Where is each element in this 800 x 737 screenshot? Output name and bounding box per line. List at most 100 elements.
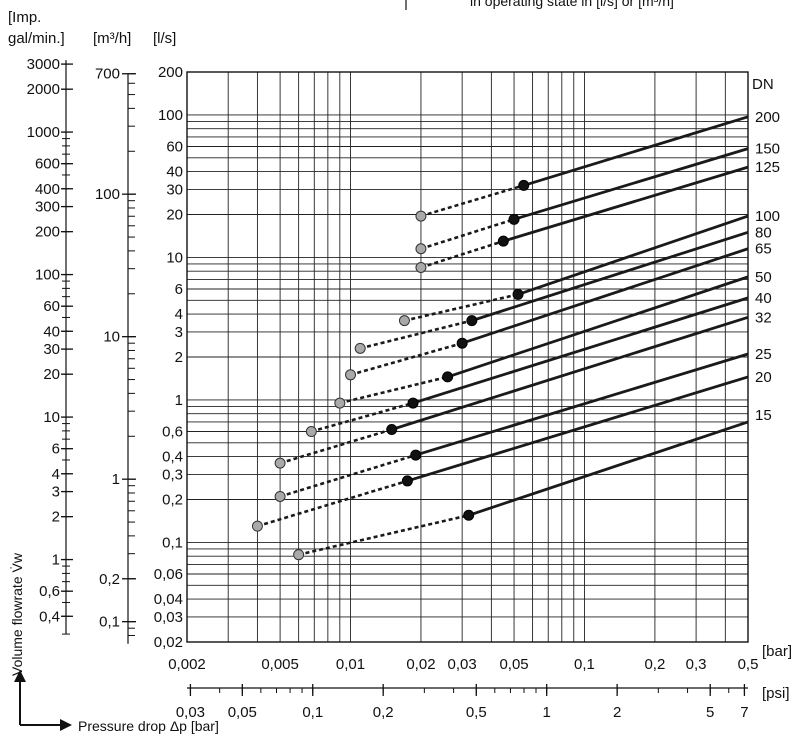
psi-tick-label: 2	[613, 704, 621, 721]
dn-label-32: 32	[755, 309, 772, 326]
dn-label-25: 25	[755, 346, 772, 363]
dn-label-20: 20	[755, 369, 772, 386]
psi-tick-label: 7	[740, 704, 748, 721]
knee-point-50	[442, 371, 454, 383]
series-line-15	[468, 420, 749, 517]
ls-tick-label: 0,03	[154, 609, 183, 626]
m3h-tick-label: 100	[95, 186, 120, 203]
psi-tick-label: 0,1	[302, 704, 323, 721]
start-point-40	[305, 426, 317, 438]
series-line-25	[415, 352, 749, 457]
right-arrow-head-icon	[60, 719, 72, 731]
series-line-50	[447, 275, 749, 379]
ls-tick-label: 0,3	[162, 466, 183, 483]
ls-tick-label: 40	[166, 164, 183, 181]
dn-header: DN	[752, 76, 774, 93]
ls-header: [l/s]	[153, 30, 176, 47]
knee-point-32	[386, 423, 398, 435]
imp-tick-label: 400	[35, 181, 60, 198]
psi-tick-label: 0,2	[373, 704, 394, 721]
imp-tick-label: 0,6	[39, 583, 60, 600]
m3h-tick-label: 700	[95, 66, 120, 83]
series-line-32	[391, 315, 749, 431]
bar-unit: [bar]	[762, 643, 792, 660]
start-point-15	[293, 549, 305, 561]
ls-tick-label: 0,04	[154, 591, 183, 608]
ls-tick-label: 1	[175, 392, 183, 409]
ls-tick-label: 30	[166, 181, 183, 198]
psi-tick-label: 0,03	[176, 704, 205, 721]
imp-tick-label: 1000	[27, 124, 60, 141]
x-axis-title: Pressure drop Δp [bar]	[78, 718, 219, 734]
start-point-200	[415, 210, 427, 222]
dn-label-100: 100	[755, 208, 780, 225]
bar-tick-label: 0,3	[686, 656, 707, 673]
knee-point-20	[401, 475, 413, 487]
psi-tick-label: 0,05	[228, 704, 257, 721]
imp-tick-label: 3	[52, 484, 60, 501]
series-dashed-65	[350, 341, 463, 377]
series-dashed-125	[420, 239, 504, 269]
bar-tick-label: 0,2	[644, 656, 665, 673]
knee-point-80	[466, 315, 478, 327]
knee-point-25	[410, 449, 422, 461]
dn-label-15: 15	[755, 407, 772, 424]
ls-tick-label: 0,6	[162, 424, 183, 441]
knee-point-200	[518, 179, 530, 191]
knee-point-100	[512, 288, 524, 300]
knee-point-65	[456, 337, 468, 349]
start-point-32	[274, 457, 286, 469]
psi-tick-label: 1	[543, 704, 551, 721]
imp-tick-label: 0,4	[39, 608, 60, 625]
series-line-65	[461, 247, 749, 345]
dn-label-125: 125	[755, 159, 780, 176]
series-line-40	[412, 296, 749, 405]
start-point-25	[274, 490, 286, 502]
series-line-80	[471, 230, 749, 322]
start-point-100	[398, 315, 410, 327]
start-point-80	[354, 342, 366, 354]
series-dashed-25	[279, 453, 417, 498]
imp-tick-label: 30	[43, 341, 60, 358]
imp-tick-label: 20	[43, 366, 60, 383]
axes-layer: 2001006040302010643210,60,40,30,20,10,06…	[27, 56, 759, 721]
dn-label-40: 40	[755, 290, 772, 307]
series-dashed-50	[339, 375, 448, 405]
bar-tick-label: 0,005	[261, 656, 299, 673]
dn-label-200: 200	[755, 109, 780, 126]
ls-tick-label: 2	[175, 349, 183, 366]
start-point-50	[334, 397, 346, 409]
start-point-150	[415, 243, 427, 255]
imp-tick-label: 2000	[27, 81, 60, 98]
dn-label-150: 150	[755, 141, 780, 158]
ls-tick-label: 20	[166, 207, 183, 224]
imp-tick-label: 1	[52, 552, 60, 569]
dn-label-80: 80	[755, 224, 772, 241]
imp-tick-label: 300	[35, 199, 60, 216]
ls-tick-label: 100	[158, 107, 183, 124]
bar-tick-label: 0,02	[406, 656, 435, 673]
series-dashed-150	[420, 218, 515, 250]
series-dashed-100	[404, 293, 519, 322]
m3h-tick-label: 1	[112, 471, 120, 488]
imp-tick-label: 40	[43, 323, 60, 340]
knee-point-15	[463, 509, 475, 521]
series-dashed-32	[279, 428, 393, 465]
bar-tick-label: 0,05	[499, 656, 528, 673]
ls-tick-label: 3	[175, 324, 183, 341]
imp-tick-label: 3000	[27, 56, 60, 73]
series-dashed-20	[257, 479, 408, 528]
psi-tick-label: 5	[706, 704, 714, 721]
series-dashed-200	[420, 184, 525, 218]
start-point-20	[251, 520, 263, 532]
series-line-20	[406, 375, 749, 483]
y-axis-title: Volume flowrate V̇w	[9, 552, 25, 676]
up-arrow-head-icon	[14, 670, 26, 682]
imp-tick-label: 10	[43, 409, 60, 426]
series-dashed-80	[359, 319, 473, 350]
series-dashed-15	[298, 514, 469, 556]
top-note: in operating state in [l/s] or [m³/h]	[470, 0, 674, 9]
imp-header-line2: gal/min.]	[8, 30, 65, 47]
